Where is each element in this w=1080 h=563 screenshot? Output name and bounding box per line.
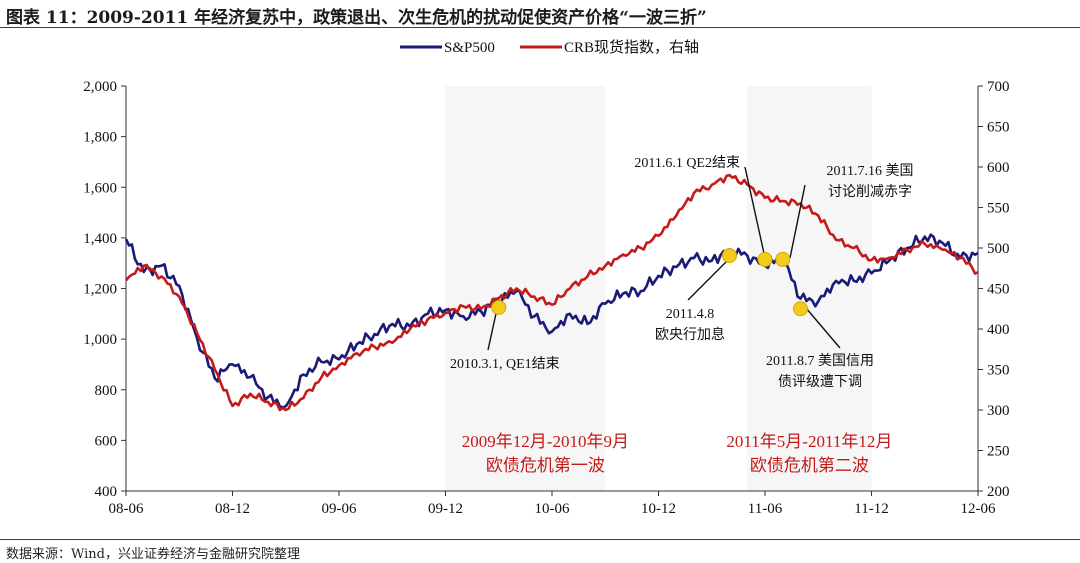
annotation-label-4: 讨论削减赤字 [828, 184, 912, 200]
legend-label-2: CRB现货指数，右轴 [564, 39, 699, 56]
annotation-label-5: 2011.8.7 美国信用 [766, 353, 874, 369]
left-tick-label: 1,800 [83, 130, 117, 146]
annotation-leader-3 [744, 166, 766, 259]
highlight-label-2: 2011年5月-2011年12月 [726, 432, 892, 451]
annotation-label-4: 2011.7.16 美国 [827, 163, 914, 179]
annotation-marker-4 [775, 251, 791, 267]
source-divider [0, 539, 1080, 540]
right-tick-label: 700 [987, 79, 1010, 95]
annotation-leader-5 [805, 307, 841, 349]
series-line-crb [125, 173, 979, 412]
x-tick-label: 10-06 [535, 501, 570, 517]
right-tick-label: 600 [987, 160, 1010, 176]
annotation-leader-1 [487, 308, 498, 351]
x-tick-label: 08-12 [215, 501, 250, 517]
right-tick-label: 300 [987, 403, 1010, 419]
highlight-label-1: 欧债危机第一波 [486, 456, 605, 475]
title-divider [0, 27, 1080, 28]
annotation-leader-4 [789, 184, 806, 259]
annotation-label-2: 欧央行加息 [655, 326, 725, 343]
right-tick-label: 250 [987, 444, 1010, 460]
annotation-marker-5 [793, 301, 808, 317]
chart-title: 图表 11：2009-2011 年经济复苏中，政策退出、次生危机的扰动促使资产价… [6, 8, 707, 28]
highlight-label-2: 欧债危机第二波 [750, 456, 869, 475]
right-tick-label: 500 [987, 241, 1010, 257]
annotation-label-5: 债评级遭下调 [778, 374, 862, 390]
highlight-period-2 [747, 86, 872, 491]
legend-label-1: S&P500 [444, 40, 495, 56]
annotation-label-2: 2011.4.8 [666, 307, 714, 322]
right-tick-label: 450 [987, 282, 1010, 298]
left-tick-label: 800 [95, 383, 118, 399]
annotation-marker-2 [722, 248, 737, 264]
x-tick-label: 10-12 [641, 501, 676, 517]
annotations: 2010.3.1, QE1结束 2011.4.8 欧央行加息 2011.6.1 QE2… [450, 155, 913, 475]
x-tick-label: 11-06 [748, 501, 783, 517]
left-tick-label: 400 [95, 484, 118, 500]
annotation-label-1: 2010.3.1, QE1结束 [450, 356, 560, 372]
axes: 400 600 800 1,000 1,200 1,400 1,600 1,800 2,000 2… [83, 79, 1009, 517]
annotation-marker-1 [491, 299, 507, 315]
annotation-marker-3 [757, 251, 773, 267]
annotation-leader-2 [687, 254, 734, 301]
x-tick-label: 08-06 [109, 501, 144, 517]
left-tick-label: 1,600 [83, 180, 117, 196]
highlight-label-1: 2009年12月-2010年9月 [462, 432, 629, 451]
right-tick-label: 350 [987, 363, 1010, 379]
x-tick-label: 09-12 [428, 501, 463, 517]
series-line-sp500 [124, 233, 979, 409]
left-tick-label: 2,000 [83, 79, 117, 95]
legend: S&P500 CRB现货指数，右轴 [400, 39, 699, 56]
annotation-label-3: 2011.6.1 QE2结束 [634, 155, 740, 171]
source-note: 数据来源：Wind，兴业证券经济与金融研究院整理 [6, 547, 300, 562]
right-tick-label: 200 [987, 484, 1010, 500]
left-tick-label: 1,200 [83, 282, 117, 298]
right-tick-label: 650 [987, 120, 1010, 136]
left-tick-label: 1,000 [83, 332, 117, 348]
x-tick-label: 09-06 [322, 501, 357, 517]
right-tick-label: 400 [987, 322, 1010, 338]
x-tick-label: 12-06 [961, 501, 996, 517]
x-tick-label: 11-12 [854, 501, 888, 517]
series-lines [124, 173, 979, 412]
right-tick-label: 550 [987, 201, 1010, 217]
left-tick-label: 1,400 [83, 231, 117, 247]
highlight-periods [445, 86, 872, 491]
left-tick-label: 600 [95, 433, 118, 449]
